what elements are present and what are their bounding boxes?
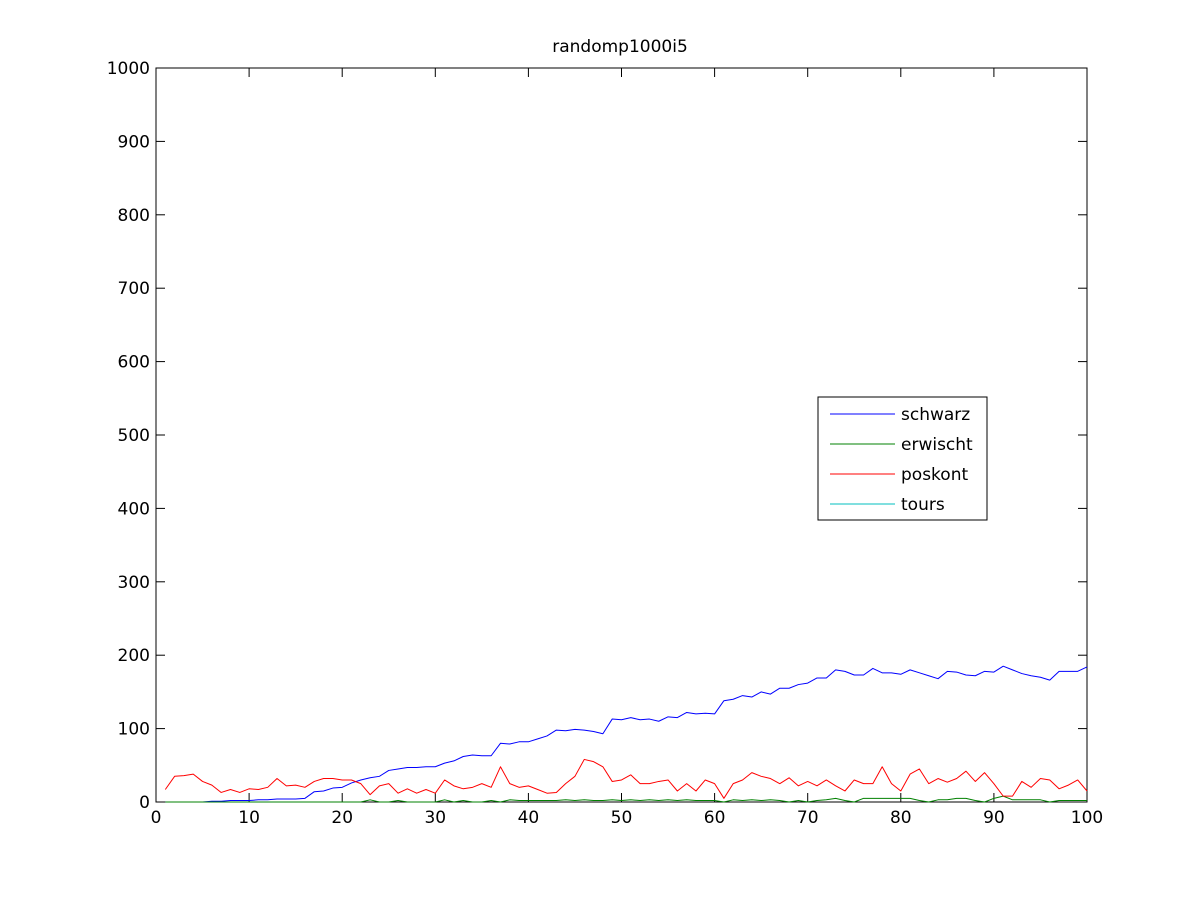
x-tick-label: 90 — [983, 808, 1005, 828]
y-tick-label: 100 — [118, 720, 150, 740]
series-line-erwischt — [165, 795, 1087, 803]
y-tick-label: 0 — [139, 793, 150, 813]
x-tick-label: 70 — [797, 808, 819, 828]
legend-label-tours: tours — [901, 495, 945, 515]
y-tick-label: 400 — [118, 499, 150, 519]
y-axis-ticks: 0 100 200 300 400 500 600 700 800 900 1000 — [107, 59, 1087, 813]
x-tick-label: 60 — [704, 808, 726, 828]
y-tick-label: 200 — [118, 646, 150, 666]
y-tick-label: 1000 — [107, 59, 150, 79]
x-tick-label: 100 — [1071, 808, 1103, 828]
series-line-schwarz — [165, 665, 1088, 803]
legend: schwarz erwischt poskont tours — [817, 396, 988, 521]
legend-label-poskont: poskont — [901, 465, 968, 485]
chart-title: randomp1000i5 — [552, 37, 688, 57]
x-tick-label: 30 — [424, 808, 446, 828]
x-tick-label: 80 — [890, 808, 912, 828]
y-tick-label: 500 — [118, 426, 150, 446]
y-tick-label: 900 — [118, 132, 150, 152]
x-tick-label: 10 — [238, 808, 260, 828]
y-tick-label: 600 — [118, 353, 150, 373]
series-line-poskont — [164, 758, 1088, 799]
x-tick-label: 20 — [331, 808, 353, 828]
x-tick-label: 0 — [151, 808, 162, 828]
y-tick-label: 800 — [118, 206, 150, 226]
x-tick-label: 50 — [611, 808, 633, 828]
x-axis-ticks: 0 10 20 30 40 50 60 70 80 90 100 — [151, 68, 1103, 828]
legend-label-schwarz: schwarz — [901, 405, 970, 425]
y-tick-label: 700 — [118, 279, 150, 299]
legend-items: schwarz erwischt poskont tours — [830, 405, 973, 515]
x-tick-label: 40 — [518, 808, 540, 828]
legend-box — [817, 396, 988, 521]
series-lines — [164, 665, 1088, 803]
y-tick-label: 300 — [118, 573, 150, 593]
legend-label-erwischt: erwischt — [901, 435, 973, 455]
